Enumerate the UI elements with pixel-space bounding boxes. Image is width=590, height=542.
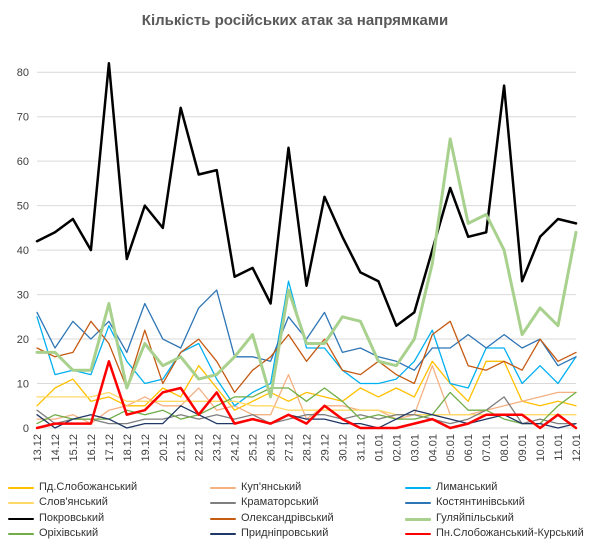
x-tick-label: 20.12 [158,434,170,462]
series-line-9 [36,387,577,425]
y-tick-label: 0 [23,423,29,435]
y-tick-label: 30 [17,290,29,302]
series-line-7 [36,320,577,394]
y-tick-label: 40 [17,245,29,257]
x-tick-label: 03.01 [409,434,421,462]
legend-swatch [8,533,34,535]
x-tick-label: 14.12 [50,434,62,462]
legend-swatch [405,517,431,521]
y-tick-label: 10 [17,379,29,391]
x-tick-label: 11.01 [553,434,565,461]
x-tick-label: 10.01 [535,434,547,462]
y-tick-label: 50 [17,201,29,213]
legend-label: Придніпровський [241,527,329,539]
legend-label: Пд.Слобожанський [39,481,138,493]
legend-swatch [8,487,34,489]
x-tick-label: 05.01 [445,434,457,462]
x-tick-label: 24.12 [230,434,242,462]
legend-swatch [8,517,34,521]
legend-swatch [210,518,236,520]
x-tick-label: 27.12 [284,434,296,462]
y-tick-label: 80 [17,67,29,79]
legend-swatch [8,502,34,504]
legend-label: Костянтинівський [436,496,525,508]
y-tick-label: 70 [17,112,29,124]
y-axis-ticks: 0 10 20 30 40 50 60 70 80 [17,67,29,435]
chart-title: Кількість російських атак за напрямками [141,12,449,29]
legend-label: Покровський [39,512,105,524]
x-tick-label: 09.01 [517,434,529,462]
y-tick-label: 20 [17,334,29,346]
x-tick-label: 02.01 [391,434,403,462]
legend-label: Лиманський [436,481,498,493]
legend-swatch [405,502,431,504]
x-tick-label: 15.12 [68,434,80,462]
legend-label: Олександрівський [241,512,334,524]
legend-swatch [210,487,236,489]
legend-swatch [210,502,236,504]
legend-swatch [405,487,431,489]
series-line-6 [35,62,578,327]
series-line-8 [35,137,578,399]
series-line-11 [35,360,578,430]
legend-label: Слов'янський [39,496,108,508]
legend-label: Гуляйпільський [436,512,514,524]
legend-swatch [405,532,431,536]
x-tick-label: 16.12 [86,434,98,462]
x-tick-label: 19.12 [140,434,152,462]
legend-label: Оріхівський [39,527,99,539]
x-tick-label: 21.12 [176,434,188,462]
line-chart: 0 10 20 30 40 50 60 70 80 13.12 14.12 15.12 16.12 17… [17,62,583,462]
x-tick-label: 29.12 [319,434,331,462]
legend-label: Куп'янський [241,481,302,493]
x-tick-label: 06.01 [463,434,475,462]
x-tick-label: 31.12 [355,434,367,462]
x-tick-label: 17.12 [104,434,116,462]
series-lines [35,62,578,430]
x-tick-label: 07.01 [481,434,493,462]
x-tick-label: 28.12 [302,434,314,462]
y-tick-label: 60 [17,156,29,168]
x-tick-label: 01.01 [373,434,385,462]
x-axis: 13.12 14.12 15.12 16.12 17.12 18.12 19.12 20.12… [32,434,583,462]
legend-label: Краматорський [241,496,319,508]
series-line-10 [36,405,577,429]
x-tick-label: 08.01 [499,434,511,462]
x-tick-label: 12.01 [571,434,583,462]
series-line-5 [36,289,577,371]
legend-swatch [210,533,236,535]
legend-label: Пн.Слобожанський-Курський [436,527,584,539]
x-tick-label: 23.12 [212,434,224,462]
x-tick-label: 22.12 [194,434,206,462]
x-tick-label: 25.12 [248,434,260,462]
x-tick-label: 30.12 [337,434,349,462]
gridlines [37,71,576,429]
x-tick-label: 26.12 [266,434,278,462]
x-tick-label: 13.12 [32,434,44,462]
x-tick-label: 18.12 [122,434,134,462]
x-tick-label: 04.01 [427,434,439,462]
